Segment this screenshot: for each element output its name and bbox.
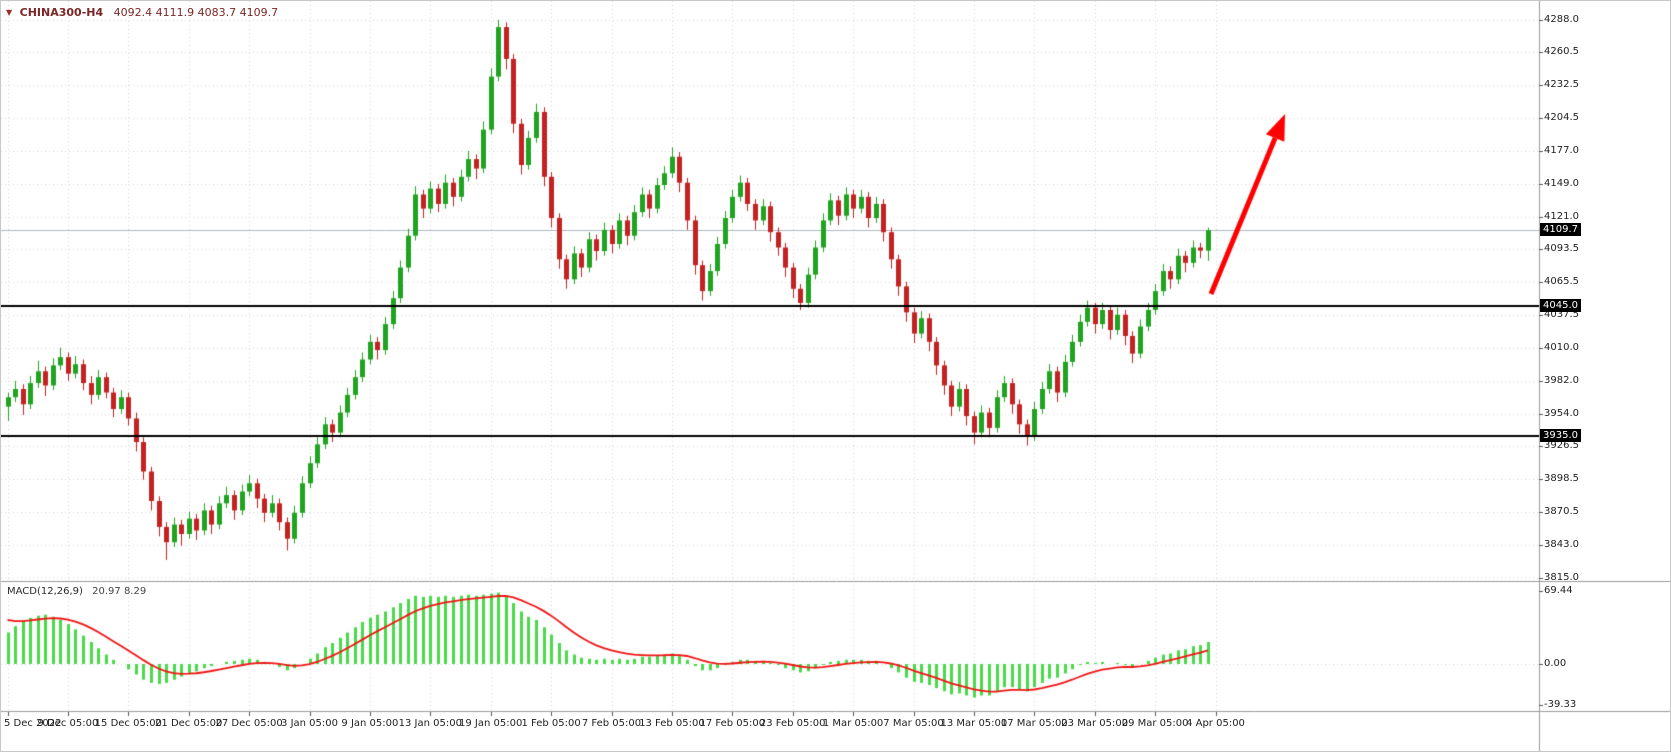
time-axis-label: 29 Mar 05:00 xyxy=(1121,718,1189,729)
price-axis-label: 4121.0 xyxy=(1544,210,1579,222)
time-axis-label: 9 Dec 05:00 xyxy=(37,718,99,729)
price-axis-label: 4232.5 xyxy=(1544,79,1579,91)
macd-name: MACD(12,26,9) xyxy=(7,586,83,597)
price-axis-label: 3982.0 xyxy=(1544,374,1579,386)
price-axis-label: 3954.0 xyxy=(1544,407,1579,419)
macd-axis-label: 69.44 xyxy=(1544,585,1573,597)
time-axis-label: 13 Feb 05:00 xyxy=(639,718,705,729)
macd-axis-label: -39.33 xyxy=(1544,699,1577,711)
time-axis-label: 19 Jan 05:00 xyxy=(459,718,523,729)
symbol-dropdown-icon[interactable]: ▼ xyxy=(6,8,13,17)
macd-values: 20.97 8.29 xyxy=(92,586,147,597)
time-axis-label: 23 Feb 05:00 xyxy=(759,718,826,729)
time-axis-label: 7 Feb 05:00 xyxy=(581,718,642,729)
time-axis-label: 13 Jan 05:00 xyxy=(398,718,462,729)
time-axis-label: 17 Mar 05:00 xyxy=(1000,718,1068,729)
price-axis-label: 3926.5 xyxy=(1544,440,1579,452)
price-axis[interactable]: 4288.0 4260.5 4232.5 4204.5 4177.0 4149.0 4121… xyxy=(1539,1,1670,711)
price-axis-label: 4288.0 xyxy=(1544,14,1579,25)
level-price-tag: 3935.0 xyxy=(1540,429,1581,443)
time-axis-label: 4 Apr 05:00 xyxy=(1186,718,1245,729)
time-axis-label: 5 Dec 2022 xyxy=(4,718,62,729)
time-axis-label: 15 Dec 05:00 xyxy=(94,718,162,729)
price-axis-label: 4149.0 xyxy=(1544,177,1579,189)
time-axis-label: 17 Feb 05:00 xyxy=(699,718,766,729)
price-axis-label: 4260.5 xyxy=(1544,46,1579,58)
price-axis-label: 4093.5 xyxy=(1544,243,1579,255)
time-axis-label: 7 Mar 05:00 xyxy=(883,718,944,729)
price-axis-label: 4065.5 xyxy=(1544,276,1579,288)
time-axis-label: 21 Dec 05:00 xyxy=(155,718,223,729)
time-axis-label: 1 Feb 05:00 xyxy=(521,718,581,729)
price-axis-label: 4177.0 xyxy=(1544,144,1579,156)
symbol-label: CHINA300-H4 xyxy=(19,6,104,19)
chart-header: ▼ CHINA300-H4 4092.4 4111.9 4083.7 4109.… xyxy=(6,6,278,19)
time-axis-label: 13 Mar 05:00 xyxy=(940,718,1008,729)
time-axis-label: 3 Jan 05:00 xyxy=(281,718,338,729)
price-axis-label: 3843.0 xyxy=(1544,538,1579,550)
macd-axis-label: 0.00 xyxy=(1544,658,1567,669)
time-axis-label: 1 Mar 05:00 xyxy=(822,718,884,729)
price-axis-label: 4010.0 xyxy=(1544,341,1579,353)
level-price-tag: 4045.0 xyxy=(1540,299,1581,313)
ohlc-values: 4092.4 4111.9 4083.7 4109.7 xyxy=(113,6,279,19)
macd-indicator-label: MACD(12,26,9) 20.97 8.29 xyxy=(7,586,146,597)
current-price-tag: 4109.7 xyxy=(1540,223,1581,237)
price-axis-label: 4037.5 xyxy=(1544,309,1579,321)
time-axis-label: 27 Dec 05:00 xyxy=(215,718,283,729)
price-axis-label: 3870.5 xyxy=(1544,506,1579,518)
time-axis-label: 9 Jan 05:00 xyxy=(341,718,399,729)
price-axis-label: 4204.5 xyxy=(1544,112,1579,124)
price-axis-label: 3815.0 xyxy=(1544,571,1579,583)
time-axis[interactable]: 5 Dec 2022 9 Dec 05:00 15 Dec 05:00 21 Dec … xyxy=(1,711,1539,751)
time-axis-label: 23 Mar 05:00 xyxy=(1061,718,1129,729)
price-axis-label: 3898.5 xyxy=(1544,473,1579,485)
